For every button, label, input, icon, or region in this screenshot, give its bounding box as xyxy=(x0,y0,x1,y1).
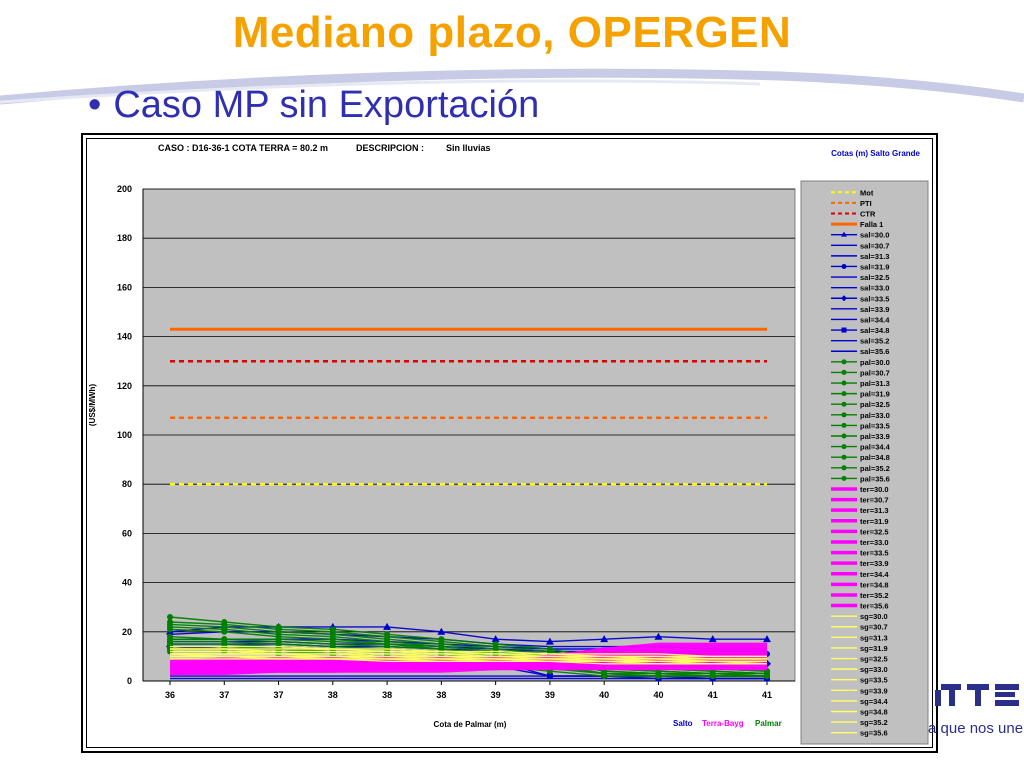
bullet-text: Caso MP sin Exportación xyxy=(113,84,540,126)
chart-frame xyxy=(81,133,938,753)
slide-title: Mediano plazo, OPERGEN xyxy=(232,8,792,57)
brand-logo-icon xyxy=(935,684,1019,706)
decorative-swoosh xyxy=(0,68,1024,105)
bullet-dot-icon: • xyxy=(88,84,102,126)
bullet-item: • Caso MP sin Exportación xyxy=(88,84,539,127)
slogan-text: a que nos une xyxy=(928,720,1024,737)
